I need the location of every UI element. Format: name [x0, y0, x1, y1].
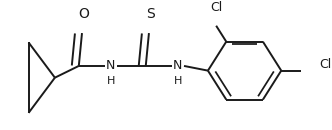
Text: S: S: [146, 7, 155, 21]
Text: H: H: [173, 76, 182, 86]
Text: Cl: Cl: [210, 1, 222, 14]
Text: Cl: Cl: [319, 58, 331, 71]
Text: N: N: [173, 59, 182, 72]
Text: H: H: [107, 76, 115, 86]
Text: N: N: [106, 59, 116, 72]
Text: O: O: [78, 7, 89, 21]
